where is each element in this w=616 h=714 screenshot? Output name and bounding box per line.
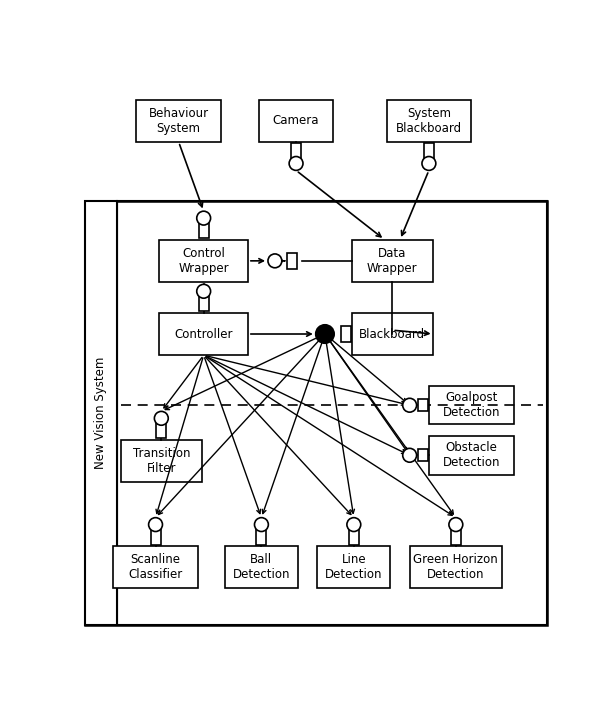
Bar xyxy=(85,201,547,625)
Text: Behaviour
System: Behaviour System xyxy=(148,106,209,135)
Circle shape xyxy=(422,156,436,171)
Text: Controller: Controller xyxy=(174,328,233,341)
Text: Line
Detection: Line Detection xyxy=(325,553,383,581)
Bar xyxy=(349,529,359,545)
Bar xyxy=(156,423,166,438)
Bar xyxy=(429,386,514,425)
Bar xyxy=(225,546,298,588)
Bar xyxy=(117,201,547,625)
Text: Ball
Detection: Ball Detection xyxy=(233,553,290,581)
Circle shape xyxy=(254,518,269,531)
Bar xyxy=(259,99,333,142)
Bar xyxy=(410,546,502,588)
Bar xyxy=(418,449,428,461)
Bar xyxy=(256,529,267,545)
Bar xyxy=(85,201,117,625)
Bar xyxy=(352,313,433,355)
Bar xyxy=(418,399,428,411)
Circle shape xyxy=(347,518,361,531)
Circle shape xyxy=(197,211,211,225)
Text: Camera: Camera xyxy=(273,114,319,127)
Text: Obstacle
Detection: Obstacle Detection xyxy=(442,441,500,469)
Circle shape xyxy=(197,284,211,298)
Bar xyxy=(287,253,297,268)
Bar xyxy=(199,296,209,311)
Bar xyxy=(387,99,471,142)
Bar xyxy=(291,144,301,159)
Bar xyxy=(341,326,351,342)
Text: Control
Wrapper: Control Wrapper xyxy=(179,247,229,275)
Circle shape xyxy=(268,254,282,268)
Bar xyxy=(429,436,514,475)
Bar xyxy=(113,546,198,588)
Bar xyxy=(352,240,433,282)
Bar xyxy=(121,440,202,482)
Bar xyxy=(199,223,209,238)
Circle shape xyxy=(403,448,416,462)
Circle shape xyxy=(403,398,416,412)
Text: Transition
Filter: Transition Filter xyxy=(132,447,190,475)
Bar xyxy=(160,313,248,355)
Circle shape xyxy=(148,518,163,531)
Text: Goalpost
Detection: Goalpost Detection xyxy=(442,391,500,419)
Circle shape xyxy=(449,518,463,531)
Text: Scanline
Classifier: Scanline Classifier xyxy=(128,553,183,581)
Text: Blackboard: Blackboard xyxy=(359,328,426,341)
Text: New Vision System: New Vision System xyxy=(94,357,107,469)
Bar xyxy=(160,240,248,282)
Bar xyxy=(150,529,161,545)
Text: Green Horizon
Detection: Green Horizon Detection xyxy=(413,553,498,581)
Bar xyxy=(451,529,461,545)
Bar xyxy=(317,546,391,588)
Bar xyxy=(136,99,221,142)
Bar xyxy=(424,144,434,159)
Text: Data
Wrapper: Data Wrapper xyxy=(367,247,418,275)
Circle shape xyxy=(316,325,334,343)
Circle shape xyxy=(289,156,303,171)
Text: System
Blackboard: System Blackboard xyxy=(396,106,462,135)
Circle shape xyxy=(155,411,168,426)
